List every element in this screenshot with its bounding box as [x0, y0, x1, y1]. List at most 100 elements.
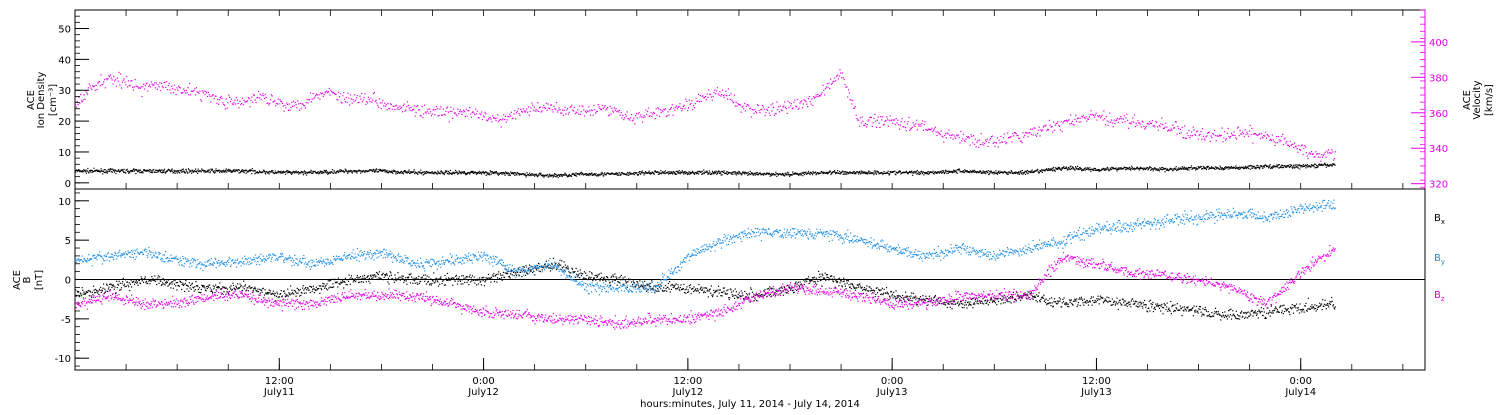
- velocity-point: [982, 144, 983, 145]
- velocity-point: [352, 103, 353, 104]
- bx-point: [556, 269, 557, 270]
- bx-point: [442, 281, 443, 282]
- velocity-tick-label: 380: [1429, 73, 1448, 84]
- density-point: [1225, 166, 1226, 167]
- density-point: [555, 176, 556, 177]
- density-point: [807, 172, 808, 173]
- velocity-point: [255, 99, 256, 100]
- density-point: [918, 174, 919, 175]
- velocity-point: [519, 115, 520, 116]
- bx-point: [584, 271, 585, 272]
- bx-point: [553, 258, 554, 259]
- velocity-point: [438, 115, 439, 116]
- velocity-point: [846, 86, 847, 87]
- bx-point: [293, 293, 294, 294]
- density-point: [1106, 169, 1107, 170]
- velocity-point: [1317, 153, 1318, 154]
- velocity-point: [614, 107, 615, 108]
- bx-point: [83, 292, 84, 293]
- velocity-point: [75, 104, 76, 105]
- density-point: [844, 173, 845, 174]
- velocity-point: [1000, 136, 1001, 137]
- density-point: [576, 172, 577, 173]
- velocity-point: [1244, 136, 1245, 137]
- bx-point: [415, 283, 416, 284]
- density-point: [181, 172, 182, 173]
- velocity-point: [124, 78, 125, 79]
- bx-point: [490, 278, 491, 279]
- density-point: [1257, 165, 1258, 166]
- density-point: [493, 172, 494, 173]
- velocity-point: [150, 86, 151, 87]
- bx-point: [530, 271, 531, 272]
- velocity-point: [992, 136, 993, 137]
- density-point: [1079, 169, 1080, 170]
- velocity-point: [381, 102, 382, 103]
- velocity-point: [867, 120, 868, 121]
- density-point: [1089, 169, 1090, 170]
- density-point: [106, 170, 107, 171]
- velocity-point: [530, 107, 531, 108]
- velocity-point: [1099, 115, 1100, 116]
- velocity-point: [297, 100, 298, 101]
- bx-point: [77, 291, 78, 292]
- bx-point: [333, 286, 334, 287]
- velocity-point: [1276, 136, 1277, 137]
- density-point: [876, 174, 877, 175]
- density-point: [726, 173, 727, 174]
- density-point: [115, 173, 116, 174]
- velocity-point: [204, 94, 205, 95]
- velocity-point: [633, 120, 634, 121]
- velocity-point: [842, 72, 843, 73]
- velocity-point: [908, 117, 909, 118]
- density-point: [1151, 167, 1152, 168]
- velocity-point: [1074, 119, 1075, 120]
- velocity-point: [414, 105, 415, 106]
- bx-point: [194, 286, 195, 287]
- velocity-point: [677, 108, 678, 109]
- density-point: [559, 176, 560, 177]
- density-point: [750, 171, 751, 172]
- velocity-point: [311, 101, 312, 102]
- velocity-point: [504, 119, 505, 120]
- bx-point: [608, 279, 609, 280]
- velocity-point: [1182, 127, 1183, 128]
- density-point: [1248, 165, 1249, 166]
- velocity-point: [1164, 128, 1165, 129]
- velocity-point: [278, 103, 279, 104]
- velocity-point: [1332, 151, 1333, 152]
- velocity-point: [628, 118, 629, 119]
- velocity-point: [534, 107, 535, 108]
- bx-point: [98, 294, 99, 295]
- density-point: [603, 175, 604, 176]
- velocity-point: [252, 102, 253, 103]
- velocity-point: [736, 102, 737, 103]
- density-point: [1039, 172, 1040, 173]
- density-point: [878, 171, 879, 172]
- density-point: [306, 174, 307, 175]
- velocity-point: [737, 103, 738, 104]
- velocity-point: [834, 77, 835, 78]
- velocity-point: [641, 116, 642, 117]
- velocity-point: [816, 96, 817, 97]
- bx-point: [406, 280, 407, 281]
- bx-point: [303, 285, 304, 286]
- velocity-point: [970, 134, 971, 135]
- density-point: [941, 171, 942, 172]
- density-point: [811, 173, 812, 174]
- velocity-point: [151, 82, 152, 83]
- density-point: [1111, 169, 1112, 170]
- bx-point: [525, 265, 526, 266]
- bx-point: [261, 292, 262, 293]
- density-point: [448, 174, 449, 175]
- velocity-point: [645, 109, 646, 110]
- bx-point: [480, 280, 481, 281]
- density-point: [536, 174, 537, 175]
- bx-point: [99, 289, 100, 290]
- bx-point: [288, 296, 289, 297]
- velocity-point: [133, 90, 134, 91]
- density-point: [226, 172, 227, 173]
- velocity-point: [561, 113, 562, 114]
- velocity-point: [380, 102, 381, 103]
- density-point: [948, 173, 949, 174]
